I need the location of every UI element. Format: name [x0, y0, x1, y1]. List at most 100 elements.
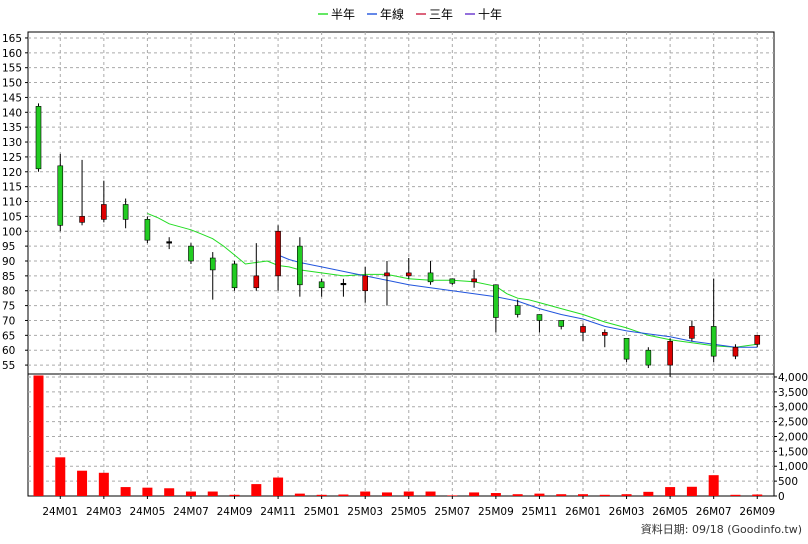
price-tick-label: 165	[2, 33, 22, 45]
volume-bar	[142, 487, 153, 496]
price-axis: 55 60 65 70 75 80 85 90 95 100 105 110 115 120 125 130 1…	[2, 33, 28, 372]
price-tick-label: 80	[2, 286, 15, 298]
volume-bar	[686, 486, 697, 496]
volume-tick-label: 1,000	[778, 461, 808, 473]
price-tick-label: 90	[2, 256, 15, 268]
candle-body	[275, 230, 281, 277]
footer-note: 資料日期: 09/18 (Goodinfo.tw)	[641, 522, 802, 536]
price-tick-label: 145	[2, 92, 22, 104]
x-tick-label: 26M09	[739, 506, 775, 518]
candle-body	[253, 275, 260, 289]
candle-body	[732, 346, 739, 357]
x-tick-label: 25M03	[347, 506, 383, 518]
price-tick-label: 110	[2, 197, 22, 209]
volume-axis: 0 500 1,000 1,500 2,000 2,500 3,000 3,500 4,000	[774, 372, 808, 503]
candle-body	[384, 272, 390, 277]
volume-bar	[251, 484, 262, 496]
volume-tick-label: 4,000	[778, 372, 808, 384]
candle-body	[536, 314, 543, 321]
candle-body	[166, 241, 172, 244]
volume-bar	[273, 477, 284, 496]
price-plot-area	[27, 31, 775, 375]
candle-body	[601, 332, 608, 336]
volume-bar	[425, 491, 436, 496]
x-tick-label: 25M09	[478, 506, 514, 518]
grid	[28, 32, 774, 496]
volume-bar	[643, 491, 654, 496]
volume-tick-label: 0	[778, 491, 785, 503]
legend-label: 三年	[429, 8, 453, 22]
x-tick-label: 26M07	[696, 506, 732, 518]
x-tick-label: 26M03	[609, 506, 645, 518]
legend-label: 年線	[380, 7, 404, 22]
candle-body	[493, 284, 499, 318]
candle-body	[689, 326, 695, 339]
volume-tick-label: 3,500	[778, 387, 808, 399]
price-tick-label: 105	[2, 211, 22, 223]
volume-bar	[164, 488, 175, 496]
volume-bar	[599, 494, 610, 496]
candle-body	[623, 338, 630, 360]
volume-bar	[33, 375, 44, 496]
x-tick-label: 24M11	[260, 506, 296, 518]
candle-body	[144, 219, 151, 241]
candle-body	[667, 340, 673, 366]
moving-averages	[147, 212, 758, 348]
x-tick-label: 24M05	[130, 506, 166, 518]
candle-body	[558, 320, 565, 327]
price-tick-label: 125	[2, 152, 22, 164]
volume-bar	[77, 470, 88, 496]
price-tick-label: 85	[2, 271, 15, 283]
volume-bar	[490, 493, 501, 496]
candle-body	[188, 245, 194, 262]
candle-body	[449, 278, 456, 284]
price-tick-label: 120	[2, 167, 22, 179]
volume-tick-label: 3,000	[778, 402, 808, 414]
price-tick-label: 100	[2, 226, 22, 238]
volume-plot-area	[27, 373, 775, 497]
volume-tick-label: 2,500	[778, 417, 808, 429]
candle-body	[35, 106, 42, 170]
x-tick-label: 26M05	[652, 506, 688, 518]
volume-bar	[120, 487, 131, 496]
volume-bar	[730, 494, 741, 496]
price-tick-label: 135	[2, 122, 22, 134]
x-tick-label: 24M03	[86, 506, 122, 518]
volume-bar	[360, 491, 371, 496]
candle-body	[79, 216, 85, 223]
price-tick-label: 115	[2, 182, 22, 194]
volume-bar	[338, 494, 349, 496]
volume-bar	[534, 493, 545, 496]
candle-body	[471, 278, 477, 283]
volume-bar	[403, 491, 414, 496]
price-tick-label: 160	[2, 48, 22, 60]
price-tick-label: 140	[2, 107, 22, 119]
x-tick-label: 26M01	[565, 506, 601, 518]
volume-bar	[98, 472, 109, 496]
price-tick-label: 65	[2, 330, 15, 342]
volume-bar	[578, 494, 588, 496]
legend: 半年 年線 三年 十年	[318, 7, 502, 22]
candle-body	[57, 165, 64, 226]
volume-bar	[294, 493, 305, 496]
half-year-ma-line	[147, 212, 758, 348]
candle-body	[231, 263, 238, 289]
candle-body	[209, 257, 216, 271]
price-tick-label: 70	[2, 315, 15, 327]
candle-body	[297, 245, 303, 286]
volume-bar	[381, 492, 392, 496]
price-tick-label: 130	[2, 137, 22, 149]
candle-body	[754, 335, 761, 345]
volume-bar	[229, 494, 240, 496]
candle-body	[710, 326, 717, 357]
candlesticks	[35, 103, 761, 377]
candle-body	[318, 281, 325, 289]
volume-bar	[207, 491, 218, 496]
x-tick-label: 24M09	[217, 506, 253, 518]
candle-body	[362, 275, 369, 292]
volume-bar	[665, 487, 676, 496]
candle-body	[427, 272, 434, 283]
volume-bar	[469, 492, 480, 496]
